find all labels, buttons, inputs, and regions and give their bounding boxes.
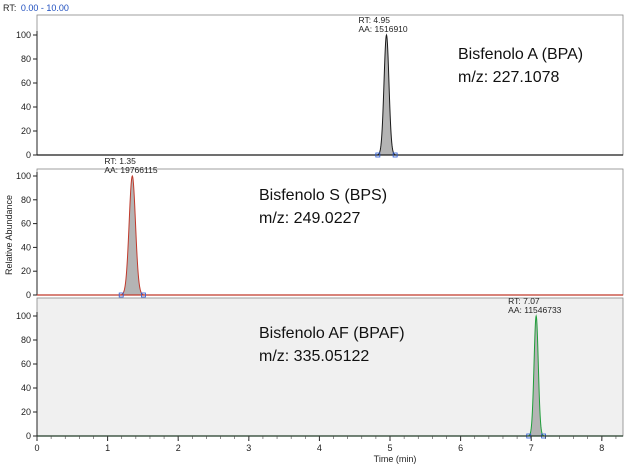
y-tick-label: 60 <box>21 78 31 88</box>
x-tick-label: 0 <box>34 443 39 453</box>
peak-area <box>374 35 399 155</box>
y-tick-label: 20 <box>21 407 31 417</box>
rt-prefix-label: RT: 0.00 - 10.00 <box>3 3 69 13</box>
y-tick-label: 100 <box>16 30 31 40</box>
y-tick-label: 40 <box>21 102 31 112</box>
y-tick-label: 60 <box>21 219 31 229</box>
x-tick-label: 4 <box>317 443 322 453</box>
y-tick-label: 40 <box>21 242 31 252</box>
x-tick-label: 6 <box>458 443 463 453</box>
aa-annotation: AA: 19766115 <box>104 165 158 175</box>
y-tick-label: 20 <box>21 126 31 136</box>
peak-trace <box>116 174 149 296</box>
y-tick-label: 40 <box>21 383 31 393</box>
rt-range-label: 0.00 - 10.00 <box>21 3 69 13</box>
integration-marker <box>375 152 381 158</box>
y-tick-label: 80 <box>21 54 31 64</box>
aa-annotation: AA: 11546733 <box>508 305 562 315</box>
y-tick-label: 60 <box>21 359 31 369</box>
rt-annotation: RT: 4.95 <box>358 15 390 25</box>
mz-label: m/z: 335.05122 <box>259 348 369 365</box>
y-tick-label: 100 <box>16 171 31 181</box>
x-tick-label: 3 <box>246 443 251 453</box>
y-axis-label: Relative Abundance <box>4 195 14 275</box>
peak-area <box>525 316 547 436</box>
y-tick-label: 100 <box>16 311 31 321</box>
x-tick-label: 2 <box>176 443 181 453</box>
panel-frame <box>36 14 624 156</box>
y-tick-label: 0 <box>26 431 31 441</box>
rt-annotation: RT: 7.07 <box>508 296 540 306</box>
x-tick-label: 7 <box>529 443 534 453</box>
compound-label: Bisfenolo AF (BPAF) <box>259 325 405 342</box>
compound-label: Bisfenolo A (BPA) <box>458 46 583 63</box>
integration-marker <box>141 292 146 298</box>
x-axis: 0 1 2 3 4 5 6 7 8 <box>34 435 623 453</box>
x-tick-label: 5 <box>388 443 393 453</box>
integration-marker <box>392 152 398 158</box>
panel-frame <box>36 297 624 437</box>
peak-trace <box>374 33 399 156</box>
y-tick-label: 80 <box>21 335 31 345</box>
x-tick-label: 1 <box>105 443 110 453</box>
y-tick-label: 80 <box>21 195 31 205</box>
compound-label: Bisfenolo S (BPS) <box>259 187 387 204</box>
x-axis-label: Time (min) <box>374 454 417 464</box>
peak-area <box>116 176 149 295</box>
x-tick-label: 8 <box>599 443 604 453</box>
aa-annotation: AA: 1516910 <box>358 24 407 34</box>
mz-label: m/z: 249.0227 <box>259 210 361 227</box>
rt-annotation: RT: 1.35 <box>104 156 136 166</box>
y-tick-label: 0 <box>26 150 31 160</box>
y-tick-label: 0 <box>26 290 31 300</box>
y-tick-label: 20 <box>21 266 31 276</box>
integration-marker <box>118 292 124 298</box>
mz-label: m/z: 227.1078 <box>458 69 560 86</box>
